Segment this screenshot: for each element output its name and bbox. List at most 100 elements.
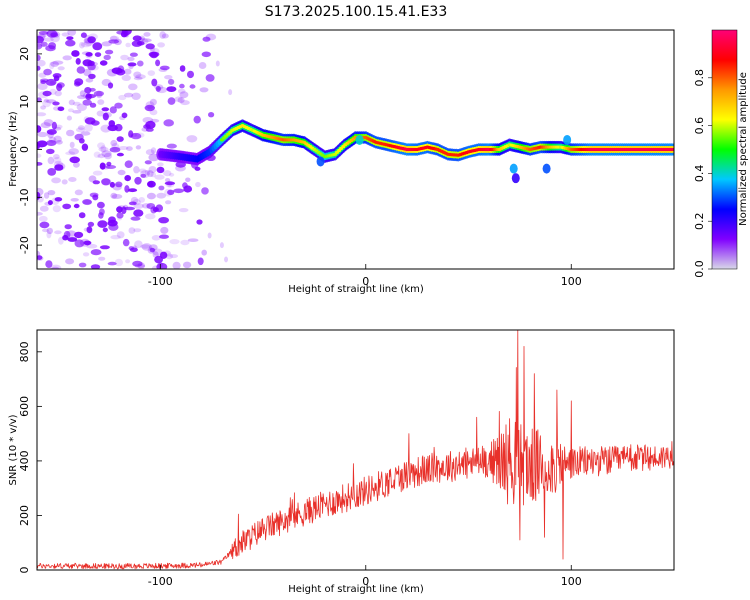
spectrogram-noise-blob <box>198 62 207 69</box>
spectrogram-noise-blob <box>72 110 82 114</box>
spectrogram-noise-blob <box>78 262 87 268</box>
spectrogram-noise-blob <box>180 239 190 246</box>
spectrogram-noise-blob <box>79 238 91 247</box>
spectrogram-y-tick-label: 10 <box>18 95 31 109</box>
spectrogram-noise-blob <box>156 86 168 94</box>
spectrogram-noise-blob <box>127 62 137 67</box>
spectrogram-noise-blob <box>66 36 74 40</box>
spectrogram-noise-blob <box>132 260 143 267</box>
spectrogram-noise-blob <box>47 130 54 139</box>
spectrogram-noise-blob <box>78 212 86 219</box>
spectrogram-noise-blob <box>167 189 175 195</box>
spectrogram-noise-blob <box>110 139 118 147</box>
spectrogram-noise-blob <box>99 162 106 170</box>
spectrogram-noise-blob <box>157 162 164 167</box>
spectrogram-noise-blob <box>164 188 173 197</box>
spectrogram-noise-blob <box>66 129 75 137</box>
spectrogram-noise-blob <box>208 112 215 118</box>
spectrogram-noise-blob <box>50 61 59 67</box>
spectrogram-noise-blob <box>164 181 176 186</box>
spectrogram-noise-blob <box>132 198 141 206</box>
spectrogram-noise-blob <box>118 94 127 101</box>
spectrogram-noise-blob <box>104 152 112 160</box>
spectrogram-noise-blob <box>45 78 57 86</box>
spectrogram-noise-blob <box>187 70 194 79</box>
spectrogram-noise-blob <box>164 75 173 80</box>
spectrogram-noise-blob <box>166 86 177 92</box>
spectrogram-noise-blob <box>163 170 172 177</box>
spectrogram-noise-blob <box>85 52 93 57</box>
spectrogram-noise-blob <box>86 226 93 234</box>
spectrogram-noise-blob <box>145 127 154 132</box>
spectrogram-noise-blob <box>151 235 161 241</box>
colorbar: 0.0 0.2 0.4 0.6 0.8 Normalized spectral ampl… <box>693 29 749 278</box>
spectrogram-noise-blob <box>68 148 79 155</box>
spectrogram-noise-blob <box>179 65 186 72</box>
spectrogram-noise-blob <box>82 59 93 67</box>
spectrogram-noise-blob <box>62 55 72 61</box>
spectrogram-noise-blob <box>116 152 124 157</box>
spectrogram-noise-blob <box>64 224 72 230</box>
spectrogram-noise-blob <box>100 178 112 186</box>
spectrogram-noise-blob <box>97 153 106 159</box>
spectrogram-noise-blob <box>84 35 91 43</box>
colorbar-bar <box>711 29 738 270</box>
snr-frame <box>36 329 675 571</box>
spectrogram-noise-blob <box>207 232 212 239</box>
spectrogram-noise-blob <box>161 33 169 39</box>
spectrogram-noise-blob <box>228 89 233 96</box>
spectrogram-noise-blob <box>154 84 164 90</box>
spectrogram-noise-blob <box>124 92 134 98</box>
spectrogram-y-tick-label: -10 <box>18 188 31 206</box>
spectrogram-noise-blob <box>132 35 142 42</box>
spectrogram-ridge-lobe <box>509 163 518 174</box>
spectrogram-noise-blob <box>102 112 109 121</box>
spectrogram-noise-blob <box>77 95 87 100</box>
spectrogram-noise <box>37 30 233 269</box>
snr-y-axis-title: SNR (10 * v/v) <box>8 414 19 485</box>
spectrogram-noise-blob <box>38 31 49 35</box>
spectrogram-noise-blob <box>135 74 146 80</box>
spectrogram-noise-blob <box>124 160 133 168</box>
spectrogram-noise-blob <box>86 243 98 249</box>
spectrogram-noise-blob <box>37 131 48 138</box>
spectrogram-noise-blob <box>51 266 60 269</box>
spectrogram-noise-blob <box>101 78 112 87</box>
spectrogram-noise-blob <box>116 231 125 239</box>
spectrogram-ridge-lobe <box>511 173 520 184</box>
spectrogram-noise-blob <box>37 192 41 200</box>
spectrogram-noise-blob <box>84 117 96 125</box>
spectrogram-noise-blob <box>119 115 126 121</box>
spectrogram-noise-blob <box>65 151 76 156</box>
spectrogram-noise-blob <box>145 43 155 50</box>
spectrogram-noise-blob <box>37 162 43 166</box>
spectrogram-noise-blob <box>140 173 147 178</box>
spectrogram-noise-blob <box>42 99 51 108</box>
spectrogram-noise-blob <box>107 261 117 266</box>
spectrogram-noise-blob <box>43 68 52 76</box>
spectrogram-noise-blob <box>202 36 211 42</box>
spectrogram-noise-blob <box>42 228 49 233</box>
spectrogram-noise-blob <box>61 179 68 185</box>
spectrogram-noise-blob <box>39 205 49 212</box>
spectrogram-ridge-lobe <box>316 156 325 167</box>
spectrogram-noise-blob <box>114 102 123 109</box>
spectrogram-noise-blob <box>37 97 42 103</box>
colorbar-tick-label: 0.8 <box>693 69 706 87</box>
spectrogram-noise-blob <box>108 39 120 44</box>
snr-x-tick-label: -100 <box>148 575 173 588</box>
spectrogram-noise-blob <box>37 125 42 133</box>
spectrogram-noise-blob <box>124 206 135 211</box>
spectrogram-noise-blob <box>37 142 41 149</box>
spectrogram-noise-blob <box>135 145 142 150</box>
spectrogram-noise-blob <box>72 101 81 106</box>
spectrogram-noise-blob <box>71 50 80 57</box>
spectrogram-noise-blob <box>159 31 166 39</box>
spectrogram-noise-blob <box>54 164 64 171</box>
spectrogram-x-tick-label: -100 <box>148 275 173 288</box>
spectrogram-noise-blob <box>101 41 112 47</box>
spectrogram-noise-blob <box>96 110 105 117</box>
spectrogram-noise-blob <box>129 52 138 57</box>
spectrogram-noise-blob <box>101 150 112 158</box>
spectrogram-noise-blob <box>128 83 138 91</box>
